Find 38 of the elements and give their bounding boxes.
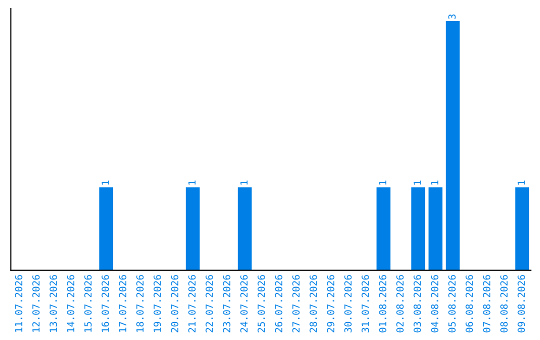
x-tick-label: 20.07.2026 [170,275,178,332]
x-tick-label: 14.07.2026 [66,275,74,332]
data-label: 1 [188,180,196,185]
data-label: 3 [448,14,456,19]
x-tick-label: 22.07.2026 [206,275,213,332]
x-tick-label: 04.08.2026 [430,275,438,332]
x-tick-label: 08.08.2026 [500,275,508,332]
x-tick-label: 19.07.2026 [154,275,161,332]
x-tick-label: 13.07.2026 [50,275,57,332]
x-tick-label: 31.07.2026 [362,275,369,332]
x-tick-label: 23.07.2026 [222,275,230,332]
x-tick-label: 21.07.2026 [188,275,196,332]
x-tick-label: 05.08.2026 [448,275,456,332]
x-tick-label: 02.08.2026 [396,275,404,332]
data-label: 1 [414,180,421,185]
data-label: 1 [431,180,438,185]
x-tick-label: 17.07.2026 [118,275,126,332]
data-label: 1 [518,180,525,185]
x-tick-label: 01.08.2026 [378,275,386,332]
x-tick-label: 06.08.2026 [466,275,473,332]
x-tick-label: 07.08.2026 [482,275,490,332]
x-tick-label: 16.07.2026 [102,275,109,332]
data-label: 1 [102,180,109,185]
x-tick-label: 25.07.2026 [258,275,265,332]
x-tick-label: 26.07.2026 [274,275,282,332]
x-tick-label: 24.07.2026 [240,275,248,332]
x-tick-label: 18.07.2026 [136,275,144,332]
data-label: 1 [240,180,248,185]
x-tick-label: 11.07.2026 [14,275,22,332]
x-tick-label: 28.07.2026 [310,275,317,332]
x-tick-label: 03.08.2026 [414,275,421,332]
x-tick-label: 30.07.2026 [344,275,352,332]
x-tick-label: 12.07.2026 [32,275,40,332]
x-tick-label: 09.08.2026 [518,275,525,332]
x-tick-label: 29.07.2026 [326,275,334,332]
data-label: 1 [379,180,386,185]
x-tick-label: 27.07.2026 [292,275,300,332]
x-tick-label: 15.07.2026 [84,275,92,332]
